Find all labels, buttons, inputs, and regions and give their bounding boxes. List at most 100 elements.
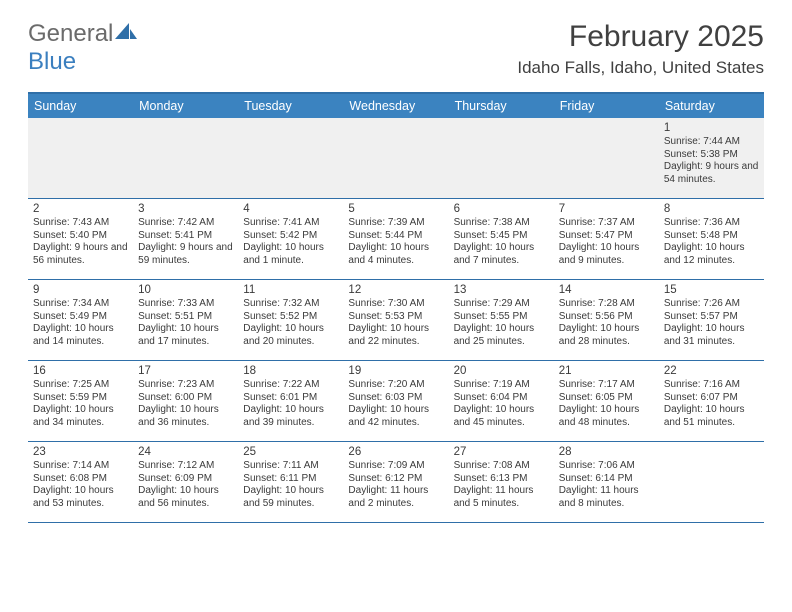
day-info-line: Daylight: 10 hours and 22 minutes. xyxy=(348,323,443,348)
calendar-week-row: 2Sunrise: 7:43 AMSunset: 5:40 PMDaylight… xyxy=(28,199,764,280)
day-info-line: Daylight: 9 hours and 56 minutes. xyxy=(33,242,128,267)
day-number: 14 xyxy=(559,283,654,297)
day-info-line: Daylight: 10 hours and 25 minutes. xyxy=(454,323,549,348)
day-number: 23 xyxy=(33,445,128,459)
day-info-line: Sunset: 6:00 PM xyxy=(138,392,233,405)
calendar-day-cell: 8Sunrise: 7:36 AMSunset: 5:48 PMDaylight… xyxy=(659,199,764,279)
calendar-day-cell: 28Sunrise: 7:06 AMSunset: 6:14 PMDayligh… xyxy=(554,442,659,522)
day-info-line: Sunset: 5:42 PM xyxy=(243,230,338,243)
calendar-week-row: 16Sunrise: 7:25 AMSunset: 5:59 PMDayligh… xyxy=(28,361,764,442)
day-info-line: Sunset: 5:41 PM xyxy=(138,230,233,243)
weekday-header: Sunday xyxy=(28,94,133,118)
calendar-day-cell: 19Sunrise: 7:20 AMSunset: 6:03 PMDayligh… xyxy=(343,361,448,441)
day-number: 15 xyxy=(664,283,759,297)
calendar-day-cell: 3Sunrise: 7:42 AMSunset: 5:41 PMDaylight… xyxy=(133,199,238,279)
day-number: 24 xyxy=(138,445,233,459)
calendar-day-cell: 7Sunrise: 7:37 AMSunset: 5:47 PMDaylight… xyxy=(554,199,659,279)
day-info-line: Daylight: 11 hours and 8 minutes. xyxy=(559,485,654,510)
weekday-header: Thursday xyxy=(449,94,554,118)
calendar-day-cell: 23Sunrise: 7:14 AMSunset: 6:08 PMDayligh… xyxy=(28,442,133,522)
calendar-day-empty xyxy=(659,442,764,522)
calendar-week-row: 9Sunrise: 7:34 AMSunset: 5:49 PMDaylight… xyxy=(28,280,764,361)
day-info-line: Sunset: 6:07 PM xyxy=(664,392,759,405)
day-info-line: Daylight: 11 hours and 5 minutes. xyxy=(454,485,549,510)
calendar-day-cell: 14Sunrise: 7:28 AMSunset: 5:56 PMDayligh… xyxy=(554,280,659,360)
day-info-line: Daylight: 10 hours and 36 minutes. xyxy=(138,404,233,429)
day-number: 16 xyxy=(33,364,128,378)
calendar-day-cell: 27Sunrise: 7:08 AMSunset: 6:13 PMDayligh… xyxy=(449,442,554,522)
location-label: Idaho Falls, Idaho, United States xyxy=(517,58,764,78)
day-info-line: Sunrise: 7:25 AM xyxy=(33,379,128,392)
logo-text-general: General xyxy=(28,20,113,47)
day-info-line: Sunrise: 7:32 AM xyxy=(243,298,338,311)
weekday-header: Tuesday xyxy=(238,94,343,118)
title-block: February 2025 Idaho Falls, Idaho, United… xyxy=(517,20,764,78)
calendar-day-cell: 11Sunrise: 7:32 AMSunset: 5:52 PMDayligh… xyxy=(238,280,343,360)
calendar-day-cell: 1Sunrise: 7:44 AMSunset: 5:38 PMDaylight… xyxy=(659,118,764,198)
day-info-line: Daylight: 10 hours and 20 minutes. xyxy=(243,323,338,348)
day-info-line: Daylight: 9 hours and 59 minutes. xyxy=(138,242,233,267)
day-info-line: Sunset: 5:52 PM xyxy=(243,311,338,324)
day-info-line: Daylight: 10 hours and 14 minutes. xyxy=(33,323,128,348)
day-info-line: Sunset: 5:47 PM xyxy=(559,230,654,243)
calendar-day-cell: 9Sunrise: 7:34 AMSunset: 5:49 PMDaylight… xyxy=(28,280,133,360)
day-info-line: Sunrise: 7:36 AM xyxy=(664,217,759,230)
calendar-day-empty xyxy=(554,118,659,198)
day-info-line: Sunset: 5:53 PM xyxy=(348,311,443,324)
day-info-line: Sunset: 6:11 PM xyxy=(243,473,338,486)
calendar-day-cell: 15Sunrise: 7:26 AMSunset: 5:57 PMDayligh… xyxy=(659,280,764,360)
weekday-header: Wednesday xyxy=(343,94,448,118)
day-info-line: Sunset: 5:55 PM xyxy=(454,311,549,324)
day-info-line: Sunrise: 7:28 AM xyxy=(559,298,654,311)
day-number: 13 xyxy=(454,283,549,297)
calendar-day-cell: 2Sunrise: 7:43 AMSunset: 5:40 PMDaylight… xyxy=(28,199,133,279)
day-info-line: Sunrise: 7:37 AM xyxy=(559,217,654,230)
day-info-line: Sunset: 5:48 PM xyxy=(664,230,759,243)
logo-sail-icon xyxy=(115,23,137,41)
day-number: 8 xyxy=(664,202,759,216)
day-info-line: Sunset: 5:38 PM xyxy=(664,149,759,162)
day-info-line: Daylight: 9 hours and 54 minutes. xyxy=(664,161,759,186)
calendar-week-row: 1Sunrise: 7:44 AMSunset: 5:38 PMDaylight… xyxy=(28,118,764,199)
calendar-day-cell: 25Sunrise: 7:11 AMSunset: 6:11 PMDayligh… xyxy=(238,442,343,522)
day-info-line: Sunset: 5:51 PM xyxy=(138,311,233,324)
day-info-line: Sunrise: 7:38 AM xyxy=(454,217,549,230)
day-info-line: Sunrise: 7:39 AM xyxy=(348,217,443,230)
page-header: General Blue February 2025 Idaho Falls, … xyxy=(0,0,792,78)
day-info-line: Sunrise: 7:19 AM xyxy=(454,379,549,392)
day-number: 20 xyxy=(454,364,549,378)
day-number: 21 xyxy=(559,364,654,378)
day-info-line: Sunset: 6:13 PM xyxy=(454,473,549,486)
day-info-line: Sunrise: 7:09 AM xyxy=(348,460,443,473)
day-number: 7 xyxy=(559,202,654,216)
day-number: 10 xyxy=(138,283,233,297)
calendar-day-cell: 17Sunrise: 7:23 AMSunset: 6:00 PMDayligh… xyxy=(133,361,238,441)
day-info-line: Sunset: 6:05 PM xyxy=(559,392,654,405)
calendar-day-cell: 6Sunrise: 7:38 AMSunset: 5:45 PMDaylight… xyxy=(449,199,554,279)
day-info-line: Sunrise: 7:34 AM xyxy=(33,298,128,311)
day-info-line: Daylight: 10 hours and 51 minutes. xyxy=(664,404,759,429)
calendar-day-cell: 24Sunrise: 7:12 AMSunset: 6:09 PMDayligh… xyxy=(133,442,238,522)
day-number: 1 xyxy=(664,121,759,135)
day-info-line: Sunset: 5:57 PM xyxy=(664,311,759,324)
day-info-line: Sunrise: 7:12 AM xyxy=(138,460,233,473)
day-info-line: Sunset: 6:14 PM xyxy=(559,473,654,486)
weekday-header: Friday xyxy=(554,94,659,118)
day-number: 22 xyxy=(664,364,759,378)
calendar-day-empty xyxy=(449,118,554,198)
day-info-line: Daylight: 10 hours and 59 minutes. xyxy=(243,485,338,510)
calendar-day-empty xyxy=(133,118,238,198)
day-info-line: Sunrise: 7:06 AM xyxy=(559,460,654,473)
day-info-line: Sunrise: 7:14 AM xyxy=(33,460,128,473)
day-info-line: Sunrise: 7:22 AM xyxy=(243,379,338,392)
day-number: 4 xyxy=(243,202,338,216)
day-info-line: Daylight: 10 hours and 39 minutes. xyxy=(243,404,338,429)
day-info-line: Sunrise: 7:43 AM xyxy=(33,217,128,230)
day-number: 12 xyxy=(348,283,443,297)
day-info-line: Daylight: 10 hours and 28 minutes. xyxy=(559,323,654,348)
weekday-header: Saturday xyxy=(659,94,764,118)
day-number: 25 xyxy=(243,445,338,459)
day-info-line: Daylight: 10 hours and 42 minutes. xyxy=(348,404,443,429)
day-number: 26 xyxy=(348,445,443,459)
day-info-line: Sunrise: 7:30 AM xyxy=(348,298,443,311)
